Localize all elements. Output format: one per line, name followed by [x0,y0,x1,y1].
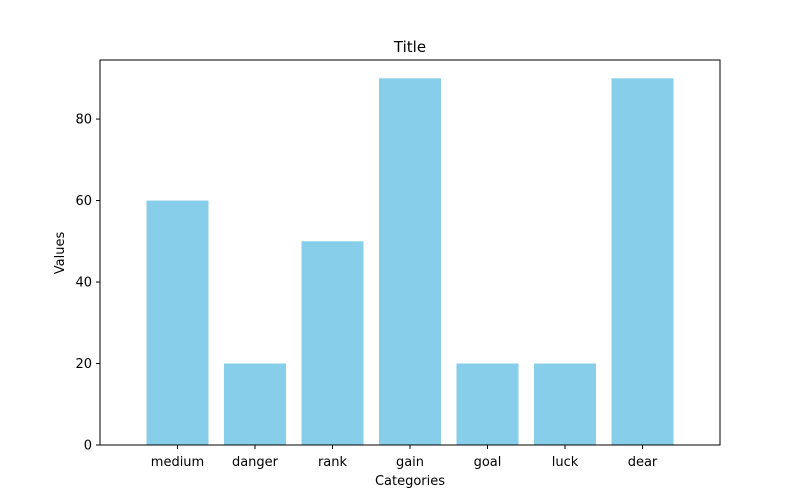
bar-rank [301,241,364,445]
chart-title: Title [393,38,426,56]
bar-luck [534,363,596,445]
x-axis-ticks: medium danger rank gain goal luck dear [151,445,658,470]
y-axis-label: Values [53,232,68,275]
bars-group [146,78,674,445]
y-tick-label: 0 [84,439,92,454]
bar-dear [611,78,674,445]
y-tick-label: 60 [75,194,92,209]
x-tick-label: dear [628,455,658,470]
y-tick-label: 80 [75,113,92,128]
x-tick-label: danger [232,455,279,470]
bar-goal [456,363,519,445]
x-axis-label: Categories [375,474,445,489]
x-tick-label: medium [151,455,204,470]
y-tick-label: 40 [75,276,92,291]
x-tick-label: goal [474,455,502,470]
y-axis-ticks: 0 20 40 60 80 [75,113,100,454]
bar-medium [146,200,209,445]
y-tick-label: 20 [75,357,92,372]
bar-danger [224,363,286,445]
x-tick-label: gain [396,455,424,470]
x-tick-label: luck [552,455,579,470]
plot-area-frame [99,59,721,446]
bar-gain [379,78,441,445]
x-tick-label: rank [318,455,348,470]
